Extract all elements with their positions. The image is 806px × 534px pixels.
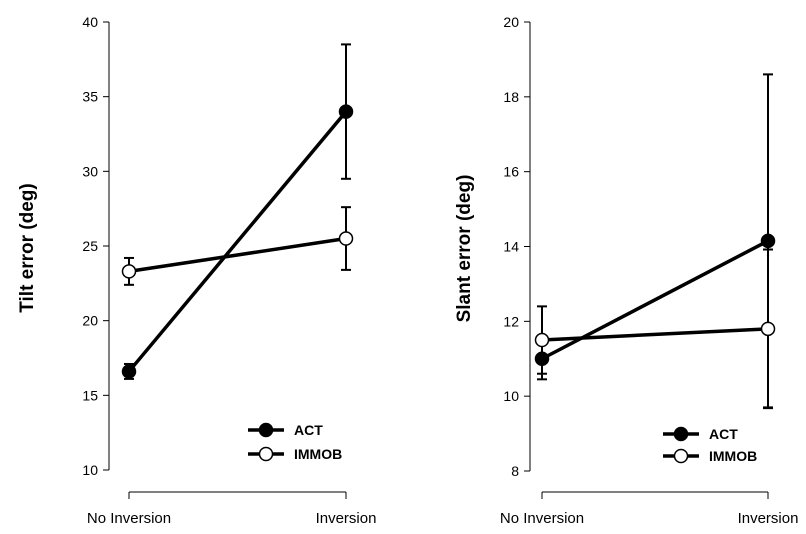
x-tick-label: Inversion xyxy=(738,510,799,527)
legend-label: IMMOB xyxy=(709,448,757,464)
legend-label: ACT xyxy=(709,426,738,442)
series-line xyxy=(127,110,348,373)
x-tick-label: No Inversion xyxy=(500,510,584,527)
series-immob xyxy=(121,206,354,286)
series-line xyxy=(541,239,769,361)
legend: ACT IMMOB xyxy=(248,422,342,462)
x-tick-label: Inversion xyxy=(316,510,377,527)
data-point xyxy=(760,321,776,337)
series-line xyxy=(541,327,769,342)
chart-panel-1: 10 15 20 25 30 35 40 Tilt error (deg) No Inversi… xyxy=(17,14,376,527)
series-act xyxy=(534,73,776,409)
chart-panel-2: 8 10 12 14 16 18 20 Slant error (deg) No Inversi… xyxy=(454,14,798,527)
data-point xyxy=(338,231,354,246)
y-tick-label: 14 xyxy=(503,239,519,255)
y-tick-label: 12 xyxy=(503,313,519,329)
x-tick-label: No Inversion xyxy=(87,510,171,527)
y-tick-label: 25 xyxy=(82,238,98,254)
data-point xyxy=(121,364,137,379)
y-tick-label: 20 xyxy=(82,313,98,329)
data-point xyxy=(121,264,137,279)
legend-label: ACT xyxy=(294,422,323,438)
legend-marker xyxy=(258,446,274,462)
legend-marker xyxy=(673,426,689,442)
y-axis-title: Tilt error (deg) xyxy=(17,183,38,313)
y-tick-label: 30 xyxy=(82,163,98,179)
data-point xyxy=(534,332,550,348)
y-tick-label: 35 xyxy=(82,89,98,105)
y-tick-label: 10 xyxy=(503,388,519,404)
y-tick-label: 20 xyxy=(503,14,519,30)
y-tick-label: 10 xyxy=(82,462,98,478)
y-tick-label: 16 xyxy=(503,164,519,180)
series-act xyxy=(121,43,354,380)
legend-label: IMMOB xyxy=(294,446,342,462)
y-axis-title: Slant error (deg) xyxy=(454,175,475,323)
legend-marker xyxy=(673,448,689,464)
y-tick-label: 40 xyxy=(82,14,98,30)
y-tick-label: 15 xyxy=(82,387,98,403)
data-point xyxy=(760,233,776,249)
series-line xyxy=(128,236,347,274)
y-tick-label: 8 xyxy=(511,463,519,479)
y-tick-label: 18 xyxy=(503,89,519,105)
series-immob xyxy=(534,248,776,410)
legend-marker xyxy=(258,422,274,438)
legend: ACT IMMOB xyxy=(663,426,757,464)
data-point xyxy=(338,104,354,119)
